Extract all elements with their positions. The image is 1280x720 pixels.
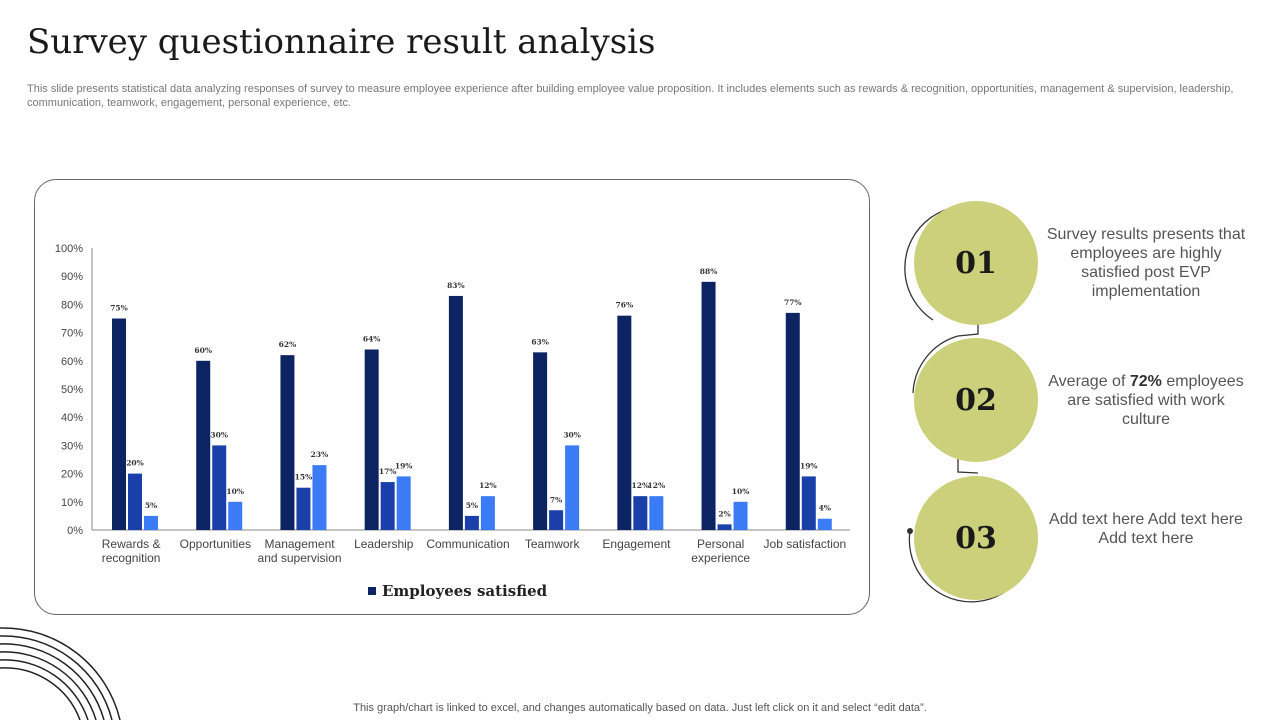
y-tick-label: 50% (61, 384, 83, 396)
legend-swatch (368, 587, 376, 595)
bar (633, 496, 648, 530)
data-label: 10% (732, 487, 750, 496)
bar (565, 445, 580, 530)
point-03-number: 03 (955, 520, 997, 556)
bar (649, 496, 664, 530)
data-label: 2% (718, 509, 730, 518)
point-03-circle: 03 (914, 476, 1038, 600)
point-02-circle: 02 (914, 338, 1038, 462)
bar (817, 518, 832, 530)
decorative-arcs (0, 627, 121, 720)
bar (380, 482, 395, 530)
x-tick-label: experience (691, 551, 750, 565)
x-tick-label: Management (265, 537, 336, 551)
bar (464, 515, 479, 530)
bar (785, 312, 800, 530)
bar (448, 295, 463, 530)
data-label: 12% (648, 481, 666, 490)
bar (212, 445, 227, 530)
bar (396, 476, 411, 530)
data-label: 60% (194, 346, 212, 355)
y-tick-label: 70% (61, 328, 83, 340)
data-label: 4% (819, 504, 831, 513)
bar (717, 524, 732, 530)
x-tick-label: Engagement (602, 537, 671, 551)
y-tick-label: 20% (61, 469, 83, 481)
bar (312, 465, 327, 530)
bar (364, 349, 379, 530)
data-label: 19% (395, 461, 413, 470)
bar (533, 352, 548, 530)
chart-panel (34, 179, 870, 615)
x-tick-label: recognition (102, 551, 161, 565)
bar (196, 360, 211, 530)
bar (280, 355, 295, 530)
x-tick-label: Opportunities (180, 537, 251, 551)
footer-note: This graph/chart is linked to excel, and… (353, 702, 927, 714)
data-label: 77% (784, 298, 802, 307)
x-tick-label: and supervision (258, 551, 342, 565)
data-label: 88% (700, 267, 718, 276)
data-label: 12% (479, 481, 497, 490)
x-tick-label: Leadership (354, 537, 414, 551)
bar (144, 515, 158, 530)
page-description: This slide presents statistical data ana… (27, 83, 1234, 109)
data-label: 64% (363, 335, 381, 344)
data-label: 62% (279, 340, 297, 349)
data-label: 63% (531, 337, 549, 346)
chart-legend: Employees satisfied (368, 582, 547, 600)
legend-label: Employees satisfied (382, 582, 548, 600)
data-label: 30% (563, 430, 581, 439)
data-label: 76% (616, 301, 634, 310)
data-label: 15% (295, 473, 313, 482)
bar (480, 496, 495, 530)
bar-chart[interactable]: 0% 10% 20% 30% 40% 50% 60% 70% 80% 90% 100% 75% 20% 5… (0, 0, 880, 620)
point-01-number: 01 (955, 245, 997, 281)
y-tick-label: 30% (61, 440, 83, 452)
x-tick-label: Communication (426, 537, 509, 551)
y-tick-label: 40% (61, 412, 83, 424)
data-label: 17% (379, 467, 397, 476)
point-01-circle: 01 (914, 201, 1038, 325)
bar (701, 281, 716, 530)
data-label: 75% (110, 304, 128, 313)
data-label: 30% (210, 430, 228, 439)
y-tick-label: 10% (61, 497, 83, 509)
bar (801, 476, 816, 530)
highlight-value: 72% (1129, 373, 1162, 390)
data-label: 12% (632, 481, 650, 490)
data-label: 5% (466, 501, 478, 510)
y-tick-label: 100% (55, 243, 83, 255)
y-tick-label: 80% (61, 299, 83, 311)
y-tick-label: 90% (61, 271, 83, 283)
data-label: 83% (447, 281, 465, 290)
bar (733, 501, 748, 530)
x-tick-label: Job satisfaction (764, 537, 847, 551)
point-01-text: Survey results presents that employees a… (1046, 226, 1246, 300)
bar (296, 487, 311, 530)
data-label: 20% (126, 459, 144, 468)
y-tick-label: 0% (67, 525, 83, 537)
data-label: 23% (311, 450, 329, 459)
data-label: 7% (550, 495, 562, 504)
bar (112, 318, 126, 530)
point-03-text: Add text here Add text here Add text her… (1049, 511, 1243, 547)
data-label: 19% (800, 461, 818, 470)
y-tick-label: 60% (61, 356, 83, 368)
x-tick-label: Personal (697, 537, 744, 551)
x-tick-label: Teamwork (525, 537, 581, 551)
point-02-text: Average of 72% employees are satisfied w… (1048, 373, 1244, 428)
bar (549, 510, 564, 530)
page-title: Survey questionnaire result analysis (27, 22, 656, 62)
bar (228, 501, 243, 530)
point-02-number: 02 (955, 382, 997, 418)
data-label: 10% (226, 487, 244, 496)
data-label: 5% (145, 501, 157, 510)
x-tick-label: Rewards & (102, 537, 161, 551)
bar (617, 315, 632, 530)
bar (128, 473, 142, 530)
